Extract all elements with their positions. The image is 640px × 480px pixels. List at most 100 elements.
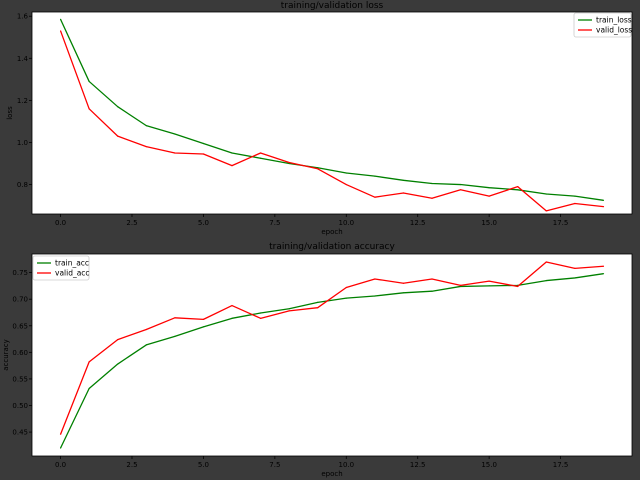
loss-train-loss-point (88, 80, 90, 83)
accuracy-valid-acc-point (517, 285, 519, 288)
accuracy-train-acc-point (402, 292, 405, 294)
loss-train-loss-point (288, 162, 290, 165)
accuracy-valid-acc-point (174, 317, 176, 319)
accuracy-train-acc-point (431, 290, 433, 292)
loss-train-loss-point (431, 182, 433, 185)
accuracy-valid-acc-point (345, 286, 347, 289)
accuracy-legend: train_acc valid_acc (32, 255, 90, 281)
accuracy-train-acc-point (545, 279, 547, 282)
loss-xticks: 0.0 2.5 5.0 7.5 10.0 12.5 15.0 17.5 (55, 214, 568, 227)
accuracy-xtick-label: 17.5 (553, 461, 569, 469)
loss-series-train-loss-line (59, 19, 604, 201)
accuracy-chart: training/validation accuracy 0.0 2.5 5.0 7.… (2, 242, 633, 478)
accuracy-train-acc-point (288, 308, 290, 310)
accuracy-valid-acc-point (574, 267, 576, 269)
accuracy-valid-acc-point (545, 261, 547, 263)
loss-chart: training/validation loss 0.0 2.5 5.0 7.5 10.… (6, 1, 633, 236)
accuracy-train-acc-point (88, 387, 90, 390)
loss-series-valid-loss-line (59, 30, 604, 212)
accuracy-train-acc-point (574, 277, 576, 279)
accuracy-train-acc-point (202, 326, 205, 328)
loss-ytick-label: 1.0 (17, 139, 28, 147)
accuracy-ytick-label: 0.75 (12, 269, 28, 277)
loss-xtick-label: 17.5 (553, 219, 569, 227)
loss-train-loss-point (231, 152, 233, 154)
loss-train-loss-point (202, 142, 205, 145)
loss-ytick-label: 1.6 (17, 13, 29, 21)
accuracy-valid-acc-point (402, 282, 405, 284)
loss-series (59, 18, 605, 212)
loss-train-loss-point (145, 125, 147, 127)
loss-valid-loss-point (517, 186, 519, 188)
accuracy-valid-acc-point (117, 338, 119, 341)
accuracy-chart-title: training/validation accuracy (269, 242, 395, 252)
loss-train-loss-point (459, 183, 462, 186)
loss-valid-loss-point (402, 192, 405, 194)
loss-valid-loss-point (88, 108, 90, 110)
loss-ylabel: loss (6, 106, 14, 120)
loss-xtick-label: 7.5 (269, 219, 280, 227)
accuracy-xtick-label: 0.0 (55, 461, 66, 469)
loss-valid-loss-point (317, 168, 319, 170)
loss-xtick-label: 15.0 (481, 219, 497, 227)
accuracy-train-acc-point (117, 363, 119, 365)
accuracy-yticks: 0.45 0.50 0.55 0.60 0.65 0.70 0.75 (12, 269, 32, 437)
loss-valid-loss-point (59, 30, 62, 32)
accuracy-valid-acc-point (145, 328, 147, 331)
loss-valid-loss-point (374, 196, 376, 198)
loss-legend-box (573, 12, 632, 38)
loss-chart-title: training/validation loss (281, 1, 384, 11)
accuracy-train-acc-point (459, 285, 462, 288)
loss-xtick-label: 2.5 (126, 219, 137, 227)
loss-valid-loss-point (288, 161, 290, 164)
loss-valid-loss-point (431, 197, 433, 199)
accuracy-valid-acc-point (231, 304, 233, 307)
accuracy-plot-area (31, 253, 633, 457)
accuracy-valid-acc-point (202, 318, 205, 320)
loss-legend-train-label: train_loss (596, 16, 632, 25)
accuracy-valid-acc-point (317, 307, 319, 309)
loss-train-loss-point (602, 199, 605, 201)
loss-valid-loss-point (145, 146, 147, 148)
loss-xtick-label: 5.0 (198, 219, 209, 227)
accuracy-train-acc-point (488, 285, 490, 287)
accuracy-valid-acc-point (431, 278, 433, 280)
loss-train-loss-point (259, 157, 262, 159)
accuracy-ytick-label: 0.65 (12, 322, 28, 330)
accuracy-ytick-label: 0.60 (12, 349, 28, 357)
accuracy-legend-valid-label: valid_acc (55, 269, 90, 278)
accuracy-ytick-label: 0.45 (12, 429, 28, 437)
accuracy-train-acc-point (345, 297, 347, 299)
loss-valid-loss-point (545, 210, 547, 212)
accuracy-valid-acc-point (459, 284, 462, 286)
accuracy-xlabel: epoch (321, 470, 342, 478)
accuracy-train-acc-point (174, 335, 176, 337)
accuracy-train-acc-point (317, 301, 319, 303)
accuracy-train-acc-point (231, 317, 233, 319)
accuracy-train-acc-point (259, 312, 262, 314)
accuracy-ylabel: accuracy (2, 339, 10, 371)
loss-valid-loss-point (259, 152, 262, 154)
accuracy-xtick-label: 12.5 (410, 461, 426, 469)
accuracy-valid-acc-point (88, 361, 90, 363)
loss-train-loss-point (545, 193, 547, 195)
loss-valid-loss-point (117, 135, 119, 137)
accuracy-ytick-label: 0.70 (12, 296, 28, 304)
accuracy-xticks: 0.0 2.5 5.0 7.5 10.0 12.5 15.0 17.5 (55, 456, 568, 469)
loss-valid-loss-point (345, 183, 347, 186)
accuracy-train-acc-point (374, 295, 376, 297)
accuracy-valid-acc-point (602, 265, 605, 267)
loss-yticks: 0.8 1.0 1.2 1.4 1.6 (17, 13, 32, 189)
loss-valid-loss-point (602, 206, 605, 208)
loss-xtick-label: 0.0 (55, 219, 66, 227)
loss-valid-loss-point (202, 153, 205, 155)
loss-legend-valid-label: valid_loss (596, 26, 632, 35)
loss-valid-loss-point (174, 152, 176, 154)
loss-valid-loss-point (459, 189, 462, 191)
accuracy-series-valid-acc-line (59, 261, 604, 435)
loss-ytick-label: 1.4 (17, 55, 29, 63)
accuracy-train-acc-point (602, 273, 605, 275)
accuracy-xtick-label: 7.5 (269, 461, 280, 469)
accuracy-ytick-label: 0.55 (12, 375, 28, 383)
